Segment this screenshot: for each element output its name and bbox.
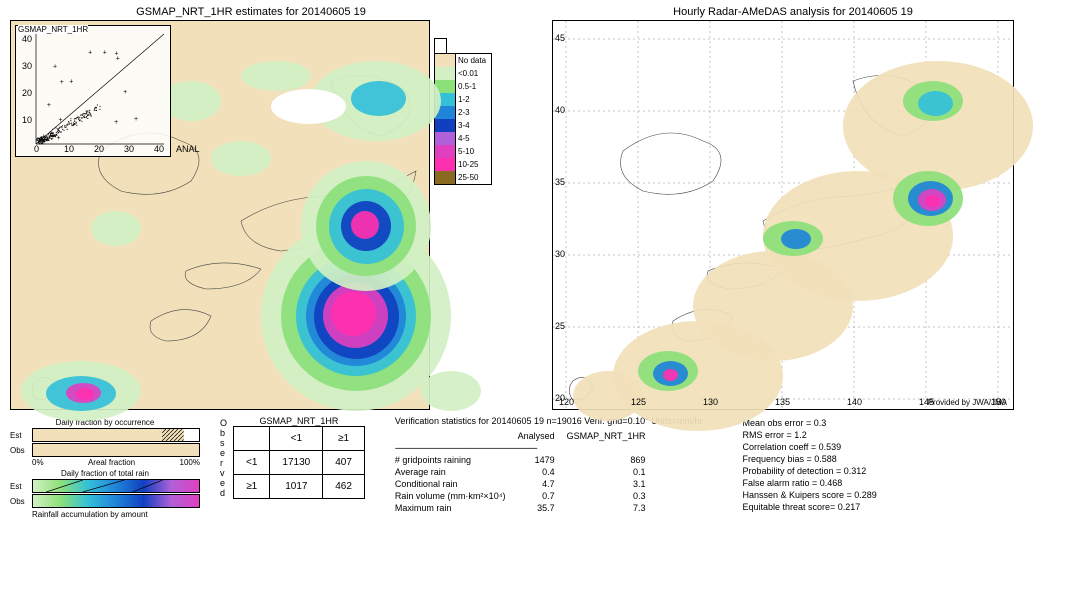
inset-anal: ANAL <box>176 144 200 154</box>
ct-11: 17130 <box>270 451 323 475</box>
inset-y-40: 40 <box>22 34 32 44</box>
stat-rms: RMS error = 1.2 <box>742 430 876 440</box>
inset-x-0: 0 <box>34 144 39 154</box>
obs-label-2: Obs <box>10 497 32 506</box>
inset-y-30: 30 <box>22 61 32 71</box>
vt-col-b: GSMAP_NRT_1HR <box>567 430 658 442</box>
stat-meanobs: Mean obs error = 0.3 <box>742 418 876 428</box>
occ-obs-track <box>32 443 200 457</box>
accum-label: Rainfall accumulation by amount <box>32 510 200 519</box>
ct-12: 407 <box>323 451 365 475</box>
svg-text:+: + <box>53 64 57 71</box>
ct-c2: ≥1 <box>323 427 365 451</box>
gsmap-panel: GSMAP_NRT_1HR estimates for 20140605 19 … <box>10 6 492 410</box>
svg-text:+: + <box>116 56 120 63</box>
obs-label: Obs <box>10 446 32 455</box>
tot-obs-track <box>32 494 200 508</box>
verif-panel: Verification statistics for 20140605 19 … <box>395 416 1070 514</box>
tot-title: Daily fraction of total rain <box>10 469 200 478</box>
fraction-bars: Daily fraction by occurrence Est Obs 0% … <box>10 416 200 520</box>
areal-label: Areal fraction <box>88 458 135 467</box>
est-label-2: Est <box>10 482 32 491</box>
pc100: 100% <box>180 458 200 467</box>
stat-list: Mean obs error = 0.3 RMS error = 1.2 Cor… <box>742 416 876 514</box>
svg-text:+: + <box>88 49 92 56</box>
svg-text:+: + <box>54 133 58 140</box>
radar-panel: Hourly Radar-AMeDAS analysis for 2014060… <box>552 6 1034 410</box>
radar-credit: Provided by JWA/JMA <box>928 398 1007 407</box>
vt-col-a: Analysed <box>518 430 567 442</box>
inset-x-30: 30 <box>124 144 134 154</box>
svg-text:+: + <box>123 89 127 96</box>
radar-title: Hourly Radar-AMeDAS analysis for 2014060… <box>552 6 1034 18</box>
ct-c1: <1 <box>270 427 323 451</box>
ct-r1: <1 <box>234 451 270 475</box>
occ-est-track <box>32 428 200 442</box>
svg-text:+: + <box>114 119 118 126</box>
svg-text:+: + <box>41 134 45 141</box>
occ-obs-row: Obs <box>10 443 200 457</box>
gsmap-title: GSMAP_NRT_1HR estimates for 20140605 19 <box>10 6 492 18</box>
stat-corr: Correlation coeff = 0.539 <box>742 442 876 452</box>
inset-x-20: 20 <box>94 144 104 154</box>
svg-text:+: + <box>47 102 51 109</box>
tot-est-track <box>32 479 200 493</box>
tot-obs-row: Obs <box>10 494 200 508</box>
ct-vert-O: O <box>220 418 227 428</box>
contingency-panel: O b s e r v e d GSMAP_NRT_1HR <1≥1 <1171… <box>220 416 365 499</box>
stat-far: False alarm ratio = 0.468 <box>742 478 876 488</box>
est-label: Est <box>10 431 32 440</box>
radar-map: 120125130135140145150202530354045 Provid… <box>552 20 1014 410</box>
occ-est-row: Est <box>10 428 200 442</box>
gsmap-map: GSMAP_NRT_1HR +++++++++++++++ 40 30 20 1… <box>10 20 430 410</box>
svg-text:+: + <box>58 117 62 124</box>
stat-pod: Probability of detection = 0.312 <box>742 466 876 476</box>
pc0: 0% <box>32 458 44 467</box>
inset-y-10: 10 <box>22 115 32 125</box>
svg-text:+: + <box>69 79 73 86</box>
ct-r2: ≥1 <box>234 475 270 499</box>
ct-title: GSMAP_NRT_1HR <box>233 416 365 426</box>
inset-svg: +++++++++++++++ <box>16 26 170 156</box>
gsmap-inset: GSMAP_NRT_1HR +++++++++++++++ 40 30 20 1… <box>15 25 171 157</box>
stat-ets: Equitable threat score= 0.217 <box>742 502 876 512</box>
svg-text:+: + <box>103 49 107 56</box>
svg-text:+: + <box>134 116 138 123</box>
ct-22: 462 <box>323 475 365 499</box>
occ-title: Daily fraction by occurrence <box>10 418 200 427</box>
stat-hk: Hanssen & Kuipers score = 0.289 <box>742 490 876 500</box>
inset-x-40: 40 <box>154 144 164 154</box>
maps-row: GSMAP_NRT_1HR estimates for 20140605 19 … <box>10 6 1070 410</box>
tot-est-row: Est <box>10 479 200 493</box>
vt-dash: ----------------------------------------… <box>395 442 658 454</box>
bottom-row: Daily fraction by occurrence Est Obs 0% … <box>10 416 1070 520</box>
inset-y-20: 20 <box>22 88 32 98</box>
verif-table: AnalysedGSMAP_NRT_1HR ------------------… <box>395 430 658 514</box>
svg-text:+: + <box>60 79 64 86</box>
occ-obs-fill <box>33 444 199 456</box>
occ-est-fill <box>33 429 184 441</box>
ct-21: 1017 <box>270 475 323 499</box>
inset-x-10: 10 <box>64 144 74 154</box>
occ-est-hatch <box>162 429 184 441</box>
stat-freq: Frequency bias = 0.588 <box>742 454 876 464</box>
contingency-table: <1≥1 <117130407 ≥11017462 <box>233 426 365 499</box>
